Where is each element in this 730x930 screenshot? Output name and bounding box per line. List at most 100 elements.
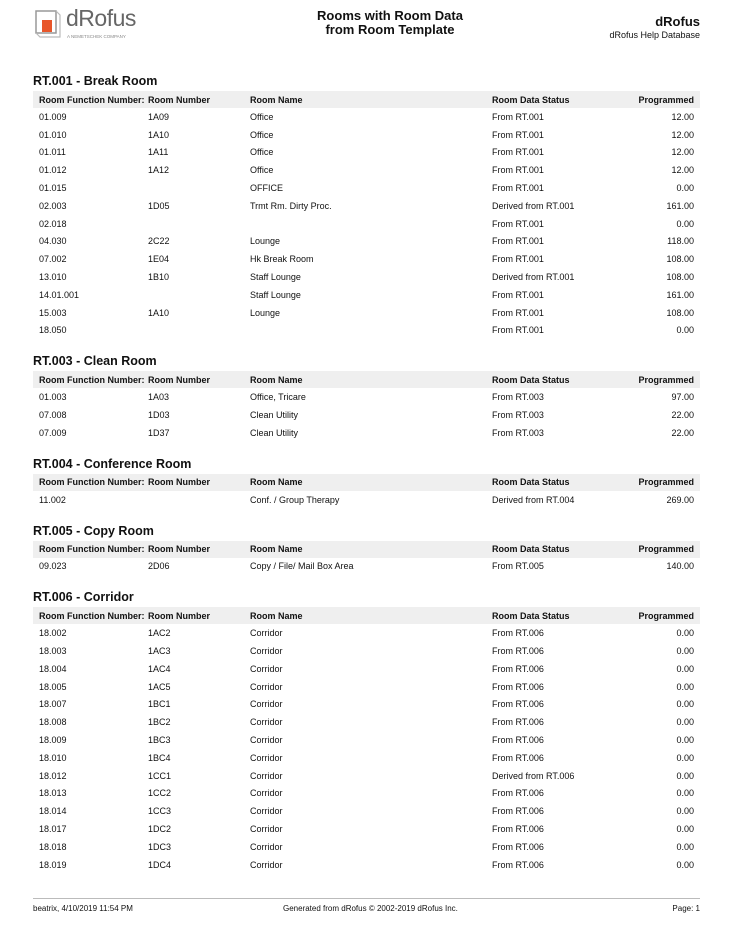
cell-room-name: Corridor: [250, 717, 283, 728]
cell-programmed: 0.00: [676, 752, 694, 763]
logo-subtitle: A NEMETSCHEK COMPANY: [67, 34, 126, 39]
room-template-section: RT.005 - Copy Room Room Function Number: R…: [33, 522, 700, 576]
rooms-table: Room Function Number: Room Number Room Nam…: [33, 473, 700, 509]
cell-room-data-status: From RT.006: [492, 717, 544, 728]
section-title: RT.006 - Corridor: [33, 590, 134, 605]
cell-programmed: 0.00: [676, 699, 694, 710]
rooms-table: Room Function Number: Room Number Room Nam…: [33, 91, 700, 339]
column-header-room-data-status: Room Data Status: [492, 91, 612, 108]
cell-room-data-status: From RT.006: [492, 699, 544, 710]
column-header-room-function-number: Room Function Number:: [33, 91, 148, 108]
cell-room-name: [250, 322, 492, 340]
cell-room-data-status: Derived from RT.001: [492, 200, 575, 211]
table-row: 18.050 From RT.001 0.00: [33, 322, 700, 340]
table-row: 18.013 1CC2 Corridor From RT.006 0.00: [33, 785, 700, 803]
cell-room-function-number: 01.009: [39, 111, 67, 122]
section-title: RT.004 - Conference Room: [33, 456, 192, 471]
cell-programmed: 0.00: [676, 735, 694, 746]
cell-room-function-number: 01.010: [39, 129, 67, 140]
room-template-section: RT.006 - Corridor Room Function Number: Ro…: [33, 588, 700, 873]
column-header-programmed: Programmed: [612, 540, 700, 558]
cell-room-name: Corridor: [250, 841, 283, 852]
cell-room-number: 1CC1: [148, 770, 172, 781]
column-header-programmed: Programmed: [612, 91, 700, 108]
table-row: 01.012 1A12 Office From RT.001 12.00: [33, 161, 700, 179]
cell-room-function-number: 18.017: [39, 824, 67, 834]
cell-room-name: Corridor: [250, 646, 283, 657]
cell-room-number: 1CC2: [148, 788, 172, 799]
cell-room-function-number: 01.003: [39, 392, 67, 403]
cell-room-function-number: 18.014: [39, 806, 67, 817]
table-row: 18.003 1AC3 Corridor From RT.006 0.00: [33, 642, 700, 660]
cell-room-data-status: From RT.006: [492, 752, 544, 763]
cell-room-name: Corridor: [250, 752, 283, 763]
table-row: 01.011 1A11 Office From RT.001 12.00: [33, 144, 700, 162]
footer-user-date: beatrix, 4/10/2019 11:54 PM: [33, 904, 133, 913]
column-header-room-function-number: Room Function Number:: [33, 473, 148, 491]
cell-room-function-number: 01.011: [39, 147, 66, 158]
cell-room-function-number: 04.030: [39, 236, 67, 247]
table-row: 09.023 2D06 Copy / File/ Mail Box Area From…: [33, 558, 700, 576]
column-header-room-name: Room Name: [250, 607, 492, 625]
cell-room-number: 1AC4: [148, 663, 171, 674]
table-header-row: Room Function Number: Room Number Room Nam…: [33, 91, 700, 108]
cell-programmed: 108.00: [666, 272, 694, 283]
logo-text: dRofus: [66, 5, 136, 31]
cell-room-data-status: From RT.001: [492, 236, 544, 247]
table-row: 18.012 1CC1 Corridor Derived from RT.006 0.0…: [33, 767, 700, 785]
cell-room-name: Hk Break Room: [250, 254, 314, 265]
cell-room-function-number: 18.007: [39, 699, 67, 710]
logo-mark-icon: [35, 10, 61, 38]
cell-room-data-status: From RT.006: [492, 646, 544, 657]
company-info: dRofus dRofus Help Database: [609, 14, 700, 40]
table-header-row: Room Function Number: Room Number Room Nam…: [33, 540, 700, 558]
table-row: 18.008 1BC2 Corridor From RT.006 0.00: [33, 713, 700, 731]
cell-programmed: 12.00: [671, 129, 694, 140]
cell-room-name: Corridor: [250, 699, 283, 710]
table-row: 13.010 1B10 Staff Lounge Derived from RT.00…: [33, 268, 700, 286]
cell-room-function-number: 18.008: [39, 717, 67, 728]
column-header-room-data-status: Room Data Status: [492, 607, 612, 625]
cell-room-function-number: 07.002: [39, 254, 67, 265]
cell-room-data-status: From RT.006: [492, 628, 544, 639]
cell-room-function-number: 15.003: [39, 307, 67, 318]
cell-room-function-number: 07.009: [39, 427, 67, 438]
table-header-row: Room Function Number: Room Number Room Nam…: [33, 371, 700, 389]
table-row: 18.018 1DC3 Corridor From RT.006 0.00: [33, 838, 700, 856]
cell-room-number: [148, 179, 250, 197]
cell-room-number: 1B10: [148, 272, 170, 283]
cell-room-data-status: From RT.001: [492, 165, 544, 176]
cell-room-name: Office: [250, 147, 274, 158]
table-row: 18.017 1DC2 Corridor From RT.006 0.00: [33, 820, 700, 838]
column-header-room-name: Room Name: [250, 371, 492, 389]
section-title: RT.005 - Copy Room: [33, 523, 154, 538]
drofus-logo: dRofus A NEMETSCHEK COMPANY: [34, 5, 144, 40]
column-header-programmed: Programmed: [612, 371, 700, 389]
cell-room-data-status: From RT.001: [492, 289, 544, 300]
cell-room-function-number: 02.003: [39, 200, 67, 211]
column-header-room-data-status: Room Data Status: [492, 371, 612, 389]
cell-programmed: 0.00: [676, 841, 694, 852]
cell-room-data-status: From RT.001: [492, 129, 544, 140]
column-header-room-function-number: Room Function Number:: [33, 371, 148, 389]
column-header-room-name: Room Name: [250, 473, 492, 491]
cell-room-name: Office: [250, 129, 274, 140]
table-row: 07.008 1D03 Clean Utility From RT.003 22.00: [33, 406, 700, 424]
table-row: 01.009 1A09 Office From RT.001 12.00: [33, 108, 700, 126]
cell-room-number: 1DC4: [148, 859, 172, 870]
cell-room-function-number: 02.018: [39, 218, 67, 229]
cell-room-name: Clean Utility: [250, 410, 299, 421]
cell-room-data-status: From RT.001: [492, 254, 544, 265]
rooms-table: Room Function Number: Room Number Room Nam…: [33, 607, 700, 873]
cell-programmed: 0.00: [676, 788, 694, 799]
cell-programmed: 97.00: [671, 392, 694, 403]
cell-room-data-status: From RT.006: [492, 806, 544, 817]
cell-room-number: 1D37: [148, 427, 170, 438]
cell-programmed: 140.00: [666, 561, 694, 572]
cell-programmed: 22.00: [671, 427, 694, 438]
room-template-section: RT.003 - Clean Room Room Function Number:…: [33, 352, 700, 441]
cell-room-number: 1E04: [148, 254, 170, 265]
cell-room-function-number: 09.023: [39, 561, 67, 572]
cell-room-name: [250, 215, 492, 233]
cell-room-number: 1AC2: [148, 628, 171, 639]
